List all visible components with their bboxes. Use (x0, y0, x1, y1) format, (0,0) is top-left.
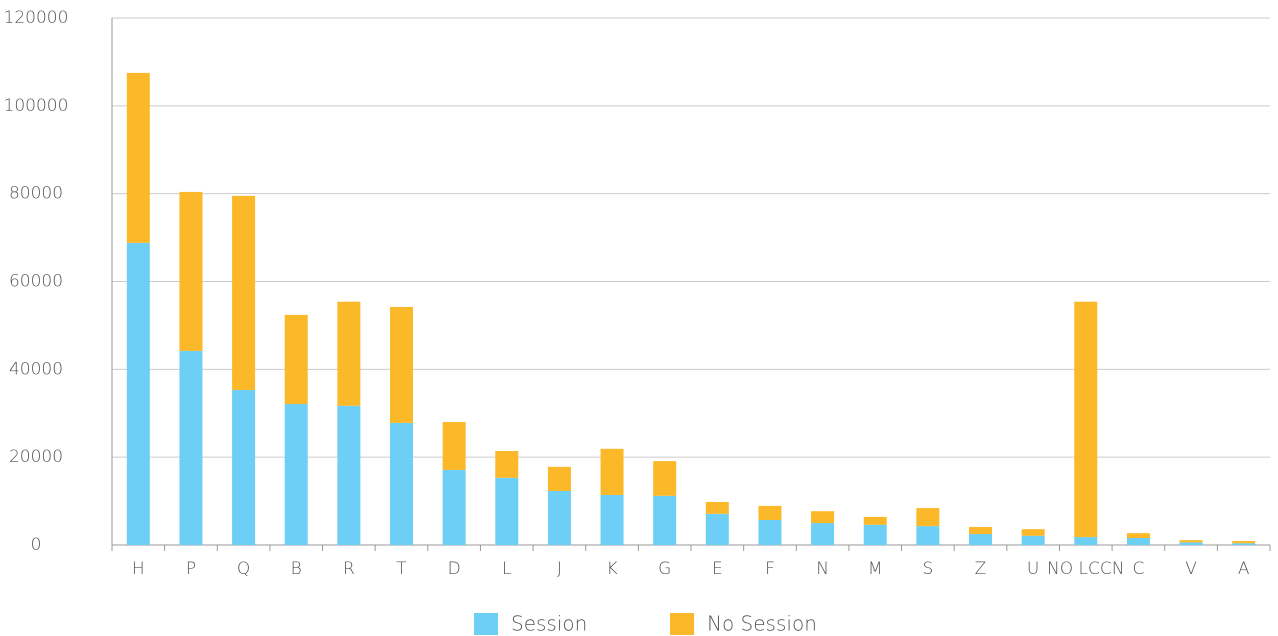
x-tick-label: P (186, 559, 196, 579)
x-tick-label: B (291, 559, 302, 579)
bar-segment (916, 526, 940, 545)
bar-segment (811, 523, 835, 545)
bar-segment (126, 72, 150, 243)
x-tick-label: C (1132, 559, 1144, 579)
x-tick-label: G (658, 559, 671, 579)
y-tick-label: 100000 (4, 96, 69, 116)
bar-segment (337, 301, 361, 406)
bar-segment (1232, 543, 1256, 545)
bar-segment (600, 494, 624, 545)
y-tick-label: 120000 (4, 8, 69, 28)
bar-segment (705, 513, 729, 545)
x-tick-label: K (606, 559, 617, 579)
bar-segment (284, 404, 308, 545)
bar-segment (126, 242, 150, 545)
bar-segment (547, 490, 571, 545)
y-tick-label: 40000 (9, 359, 63, 379)
bar-segment (653, 461, 677, 496)
x-tick-label: J (557, 559, 562, 579)
x-tick-label: E (712, 559, 723, 579)
bar-segment (495, 451, 519, 478)
x-tick-label: Z (975, 559, 987, 579)
y-tick-label: 60000 (9, 272, 63, 292)
bar-segment (390, 422, 413, 545)
bar-segment (1179, 540, 1203, 543)
bar-segment (969, 534, 992, 545)
legend-swatch (670, 613, 694, 635)
bar-segment (1232, 541, 1256, 544)
x-tick-label: R (343, 559, 355, 579)
x-tick-label: V (1185, 559, 1197, 579)
legend-label: Session (511, 612, 587, 636)
x-tick-label: Q (237, 559, 250, 579)
bar-segment (232, 195, 256, 390)
bar-segment (705, 501, 729, 514)
bar-segment (600, 448, 624, 495)
bar-segment (1074, 301, 1098, 538)
bar-segment (232, 389, 256, 545)
bar-segment (758, 519, 782, 545)
x-tick-label: U (1027, 559, 1039, 579)
bar-segment (811, 511, 835, 524)
bar-segment (1021, 529, 1045, 536)
bar-segment (863, 524, 887, 545)
x-tick-label: T (396, 559, 407, 579)
x-tick-label: H (132, 559, 145, 579)
bar-segment (1126, 537, 1150, 545)
bar-segment (337, 405, 361, 545)
bar-segment (547, 466, 571, 491)
bar-segment (284, 314, 308, 405)
x-tick-label: F (765, 559, 775, 579)
bar-segment (863, 516, 887, 525)
x-tick-label: N (816, 559, 829, 579)
bar-segment (1074, 537, 1098, 545)
bar-segment (179, 350, 203, 545)
bar-segment (758, 505, 782, 520)
bar-segment (1179, 542, 1203, 545)
bar-segment (916, 508, 940, 527)
x-tick-label: D (448, 559, 461, 579)
bar-segment (442, 422, 466, 470)
bar-segment (442, 469, 466, 545)
x-tick-label: A (1238, 559, 1250, 579)
bar-segment (1126, 533, 1150, 538)
legend-swatch (474, 613, 498, 635)
bar-segment (653, 495, 677, 545)
legend-label: No Session (707, 612, 817, 636)
y-tick-label: 0 (31, 535, 42, 555)
bar-segment (1021, 535, 1045, 545)
y-tick-label: 20000 (9, 447, 63, 467)
x-tick-label: L (502, 559, 511, 579)
x-tick-label: NO LCCN (1047, 559, 1124, 579)
x-tick-label: M (868, 559, 883, 579)
y-tick-label: 80000 (9, 184, 63, 204)
bar-segment (179, 191, 203, 351)
bar-segment (495, 477, 519, 545)
bar-segment (969, 526, 992, 535)
x-tick-label: S (922, 559, 933, 579)
bar-segment (390, 306, 413, 423)
